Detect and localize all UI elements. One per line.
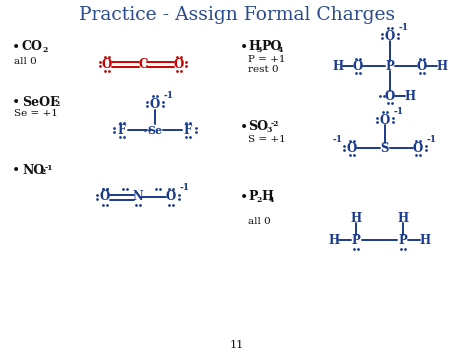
Text: O: O [385, 89, 395, 103]
Text: •: • [240, 190, 248, 204]
Text: 2: 2 [54, 100, 59, 109]
Text: SeOF: SeOF [22, 95, 59, 109]
Text: -1: -1 [399, 22, 409, 32]
Text: S = +1: S = +1 [248, 135, 286, 143]
Text: H: H [332, 60, 344, 72]
Text: H: H [261, 191, 273, 203]
Text: Se = +1: Se = +1 [14, 109, 58, 119]
Text: H: H [350, 212, 362, 224]
Text: -1: -1 [45, 164, 54, 171]
Text: -2: -2 [271, 120, 279, 129]
Text: NO: NO [22, 164, 44, 176]
Text: 2: 2 [40, 169, 45, 176]
Text: 4: 4 [278, 45, 283, 54]
Text: P = +1: P = +1 [248, 55, 285, 65]
Text: C: C [138, 58, 148, 71]
Text: O: O [353, 60, 363, 72]
Text: O: O [166, 191, 176, 203]
Text: S: S [381, 142, 389, 154]
Text: O: O [174, 58, 184, 71]
Text: P: P [399, 234, 407, 246]
Text: H: H [419, 234, 430, 246]
Text: •: • [12, 95, 20, 109]
Text: •: • [240, 40, 248, 54]
Text: all 0: all 0 [14, 56, 37, 66]
Text: -1: -1 [394, 106, 404, 115]
Text: F: F [184, 124, 192, 137]
Text: -1: -1 [427, 135, 437, 143]
Text: •: • [12, 163, 20, 177]
Text: 11: 11 [230, 340, 244, 350]
Text: all 0: all 0 [248, 218, 271, 226]
Text: P: P [352, 234, 360, 246]
Text: F: F [118, 124, 126, 137]
Text: 2: 2 [42, 45, 47, 54]
Text: H: H [328, 234, 339, 246]
Text: rest 0: rest 0 [248, 66, 279, 75]
Text: 2: 2 [256, 196, 261, 203]
Text: H: H [248, 40, 260, 54]
Text: H: H [397, 212, 409, 224]
Text: O: O [347, 142, 357, 154]
Text: -1: -1 [180, 184, 190, 192]
Text: SO: SO [248, 120, 268, 133]
Text: •: • [12, 40, 20, 54]
Text: -1: -1 [164, 91, 174, 99]
Text: O: O [380, 114, 390, 126]
Text: O: O [102, 58, 112, 71]
Text: P: P [248, 191, 257, 203]
Text: O: O [417, 60, 427, 72]
Text: O: O [150, 98, 160, 110]
Text: H: H [437, 60, 447, 72]
Text: O: O [100, 191, 110, 203]
Text: -1: -1 [333, 135, 343, 143]
Text: CO: CO [22, 40, 43, 54]
Text: O: O [385, 29, 395, 43]
Text: P: P [386, 60, 394, 72]
Text: Practice - Assign Formal Charges: Practice - Assign Formal Charges [79, 6, 395, 24]
Text: O: O [413, 142, 423, 154]
Text: 4: 4 [269, 196, 274, 203]
Text: N: N [133, 191, 143, 203]
Text: 3: 3 [266, 126, 272, 133]
Text: PO: PO [261, 40, 282, 54]
Text: H: H [404, 89, 416, 103]
Text: •: • [240, 120, 248, 134]
Text: Se: Se [147, 125, 163, 136]
Text: 3: 3 [256, 45, 261, 54]
